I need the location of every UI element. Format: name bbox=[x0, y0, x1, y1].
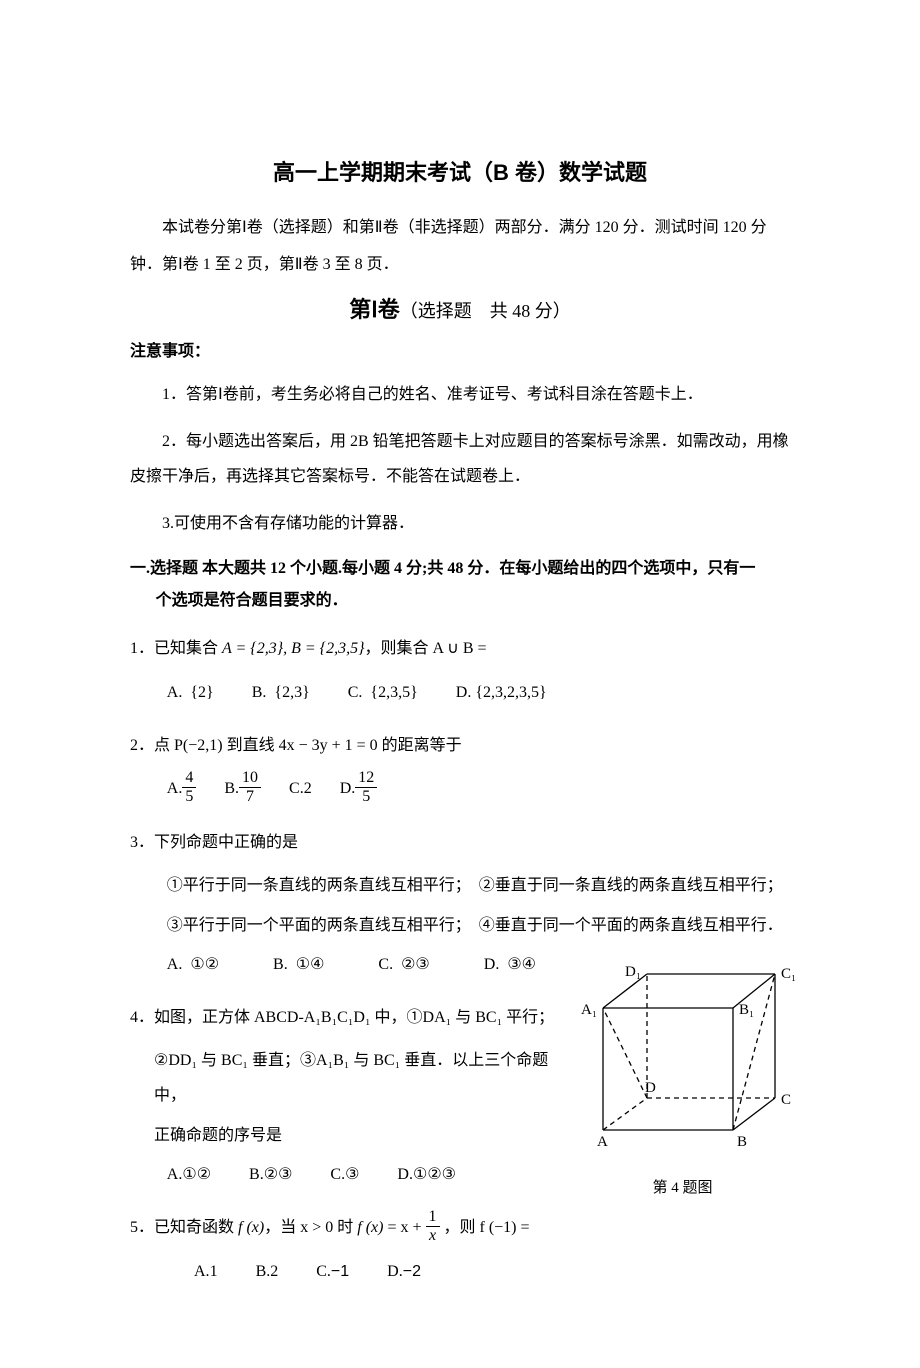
mc-section-title: 一.选择题 本大题共 12 个小题.每小题 4 分;共 48 分．在每小题给出的… bbox=[130, 553, 790, 617]
q3-a-val: ①② bbox=[190, 956, 219, 973]
q3-opt-b: B. ①④ bbox=[273, 947, 324, 982]
q4-opt-c: C.③ bbox=[330, 1157, 359, 1192]
q3-line2: ③平行于同一个平面的两条直线互相平行； ④垂直于同一个平面的两条直线互相平行． bbox=[130, 908, 790, 943]
q3-opt-a: A. ①② bbox=[167, 947, 219, 982]
svg-text:D: D bbox=[645, 1080, 656, 1096]
q4-opt-a: A.①② bbox=[167, 1157, 211, 1192]
question-3: 3．下列命题中正确的是 ①平行于同一条直线的两条直线互相平行； ②垂直于同一条直… bbox=[130, 825, 790, 982]
notice-item-3: 3.可使用不含有存储功能的计算器． bbox=[130, 506, 790, 541]
q5-opt-b: B.2 bbox=[256, 1254, 279, 1289]
section-1-bold: 第Ⅰ卷 bbox=[349, 297, 400, 322]
notice-label: 注意事项： bbox=[130, 339, 790, 365]
q2-stem: 2．点 P(−2,1) 到直线 4x − 3y + 1 = 0 的距离等于 bbox=[130, 728, 790, 763]
q1-opt-c: C. {2,3,5} bbox=[348, 675, 418, 710]
q1-c-val: {2,3,5} bbox=[370, 684, 417, 701]
q1-d-val: {2,3,2,3,5} bbox=[475, 684, 546, 701]
q4-b-val: ②③ bbox=[264, 1166, 293, 1183]
q5-mid1: ，当 x > 0 时 bbox=[264, 1219, 357, 1236]
cube-caption: 第 4 题图 bbox=[565, 1172, 800, 1205]
q5-c-val: −1 bbox=[331, 1263, 349, 1280]
q3-opt-d: D. ③④ bbox=[484, 947, 536, 982]
q2-opt-b: B.107 bbox=[224, 771, 261, 807]
q1-math: A = {2,3}, B = {2,3,5} bbox=[222, 640, 364, 657]
mc-title-line2: 个选项是符合题目要求的． bbox=[130, 585, 790, 617]
q2-opt-d: D.125 bbox=[340, 771, 378, 807]
q2-opt-a: A.45 bbox=[167, 771, 197, 807]
q4-opt-d: D.①②③ bbox=[397, 1157, 456, 1192]
svg-text:C: C bbox=[781, 1092, 791, 1108]
svg-text:A: A bbox=[597, 1134, 608, 1150]
svg-text:B: B bbox=[737, 1134, 747, 1150]
q1-post: ，则集合 A ∪ B = bbox=[364, 640, 486, 657]
q1-opt-a: A. {2} bbox=[167, 675, 214, 710]
q5-opt-c: C.−1 bbox=[316, 1254, 349, 1289]
q1-pre: 1．已知集合 bbox=[130, 640, 222, 657]
q5-a-val: 1 bbox=[210, 1263, 218, 1280]
mc-title-line1: 一.选择题 本大题共 12 个小题.每小题 4 分;共 48 分．在每小题给出的… bbox=[130, 560, 755, 577]
question-1: 1．已知集合 A = {2,3}, B = {2,3,5}，则集合 A ∪ B … bbox=[130, 631, 790, 709]
q2-a-num: 4 bbox=[182, 769, 196, 788]
q2-d-num: 12 bbox=[355, 769, 377, 788]
page-title: 高一上学期期末考试（B 卷）数学试题 bbox=[130, 155, 790, 190]
question-4: 4．如图，正方体 ABCD-A₁B₁C₁D₁ 中，①DA₁ 与 BC₁ 平行； … bbox=[130, 1000, 790, 1192]
notice-item-1: 1．答第Ⅰ卷前，考生务必将自己的姓名、准考证号、考试科目涂在答题卡上． bbox=[130, 377, 790, 412]
notice-item-2: 2．每小题选出答案后，用 2B 铅笔把答题卡上对应题目的答案标号涂黑．如需改动，… bbox=[130, 424, 790, 494]
q1-b-val: {2,3} bbox=[274, 684, 309, 701]
q5-opt-a: A.1 bbox=[194, 1254, 218, 1289]
q2-opt-c: C.2 bbox=[289, 771, 312, 807]
q5-num: 1 bbox=[426, 1208, 440, 1227]
q2-options: A.45 B.107 C.2 D.125 bbox=[130, 771, 790, 807]
q4-stem1: 4．如图，正方体 ABCD-A₁B₁C₁D₁ 中，①DA₁ 与 BC₁ 平行； bbox=[130, 1000, 560, 1035]
q5-stem: 5．已知奇函数 f (x)，当 x > 0 时 f (x) = x + 1x ，… bbox=[130, 1210, 790, 1246]
q2-a-den: 5 bbox=[182, 788, 196, 806]
q5-den: x bbox=[426, 1227, 440, 1245]
section-1-rest: （选择题 共 48 分） bbox=[400, 301, 571, 321]
question-5: 5．已知奇函数 f (x)，当 x > 0 时 f (x) = x + 1x ，… bbox=[130, 1210, 790, 1290]
q2-d-den: 5 bbox=[355, 788, 377, 806]
q5-fx1: f (x) bbox=[238, 1219, 264, 1236]
q4-stem3: 正确命题的序号是 bbox=[130, 1118, 560, 1153]
q1-opt-d: D. {2,3,2,3,5} bbox=[456, 675, 547, 710]
q4-opt-b: B.②③ bbox=[249, 1157, 292, 1192]
q2-b-num: 10 bbox=[239, 769, 261, 788]
intro-text: 本试卷分第Ⅰ卷（选择题）和第Ⅱ卷（非选择题）两部分．满分 120 分．测试时间 … bbox=[130, 210, 790, 284]
q4-a-val: ①② bbox=[182, 1166, 211, 1183]
q2-c-val: 2 bbox=[304, 780, 312, 797]
q3-b-val: ①④ bbox=[296, 956, 325, 973]
q5-b-val: 2 bbox=[270, 1263, 278, 1280]
cube-diagram: A B C D A₁ B₁ C₁ D₁ bbox=[565, 960, 800, 1155]
q3-c-val: ②③ bbox=[401, 956, 430, 973]
svg-text:D₁: D₁ bbox=[625, 964, 641, 980]
q3-opt-c: C. ②③ bbox=[378, 947, 429, 982]
q3-stem: 3．下列命题中正确的是 bbox=[130, 825, 790, 860]
q5-d-val: −2 bbox=[403, 1263, 421, 1280]
svg-text:C₁: C₁ bbox=[781, 966, 796, 982]
q5-pre: 5．已知奇函数 bbox=[130, 1219, 238, 1236]
q1-opt-b: B. {2,3} bbox=[252, 675, 310, 710]
q3-line1: ①平行于同一条直线的两条直线互相平行； ②垂直于同一条直线的两条直线互相平行； bbox=[130, 868, 790, 903]
q2-b-den: 7 bbox=[239, 788, 261, 806]
q4-options: A.①② B.②③ C.③ D.①②③ bbox=[130, 1157, 560, 1192]
q1-a-val: {2} bbox=[190, 684, 213, 701]
svg-text:A₁: A₁ bbox=[581, 1002, 597, 1018]
q4-stem2: ②DD₁ 与 BC₁ 垂直；③A₁B₁ 与 BC₁ 垂直．以上三个命题中， bbox=[130, 1043, 560, 1113]
q3-d-val: ③④ bbox=[507, 956, 536, 973]
q1-options: A. {2} B. {2,3} C. {2,3,5} D. {2,3,2,3,5… bbox=[130, 675, 790, 710]
q5-options: A.1 B.2 C.−1 D.−2 bbox=[130, 1254, 790, 1289]
q5-post: ，则 f (−1) = bbox=[440, 1219, 530, 1236]
q1-stem: 1．已知集合 A = {2,3}, B = {2,3,5}，则集合 A ∪ B … bbox=[130, 631, 790, 666]
svg-text:B₁: B₁ bbox=[739, 1002, 754, 1018]
q4-c-val: ③ bbox=[345, 1166, 359, 1183]
cube-figure: A B C D A₁ B₁ C₁ D₁ 第 4 题图 bbox=[565, 960, 800, 1205]
question-2: 2．点 P(−2,1) 到直线 4x − 3y + 1 = 0 的距离等于 A.… bbox=[130, 728, 790, 808]
q5-opt-d: D.−2 bbox=[387, 1254, 421, 1289]
q5-mid2: = x + bbox=[383, 1219, 425, 1236]
q5-fx2: f (x) bbox=[357, 1219, 383, 1236]
section-1-header: 第Ⅰ卷（选择题 共 48 分） bbox=[130, 292, 790, 327]
q4-d-val: ①②③ bbox=[413, 1166, 456, 1183]
